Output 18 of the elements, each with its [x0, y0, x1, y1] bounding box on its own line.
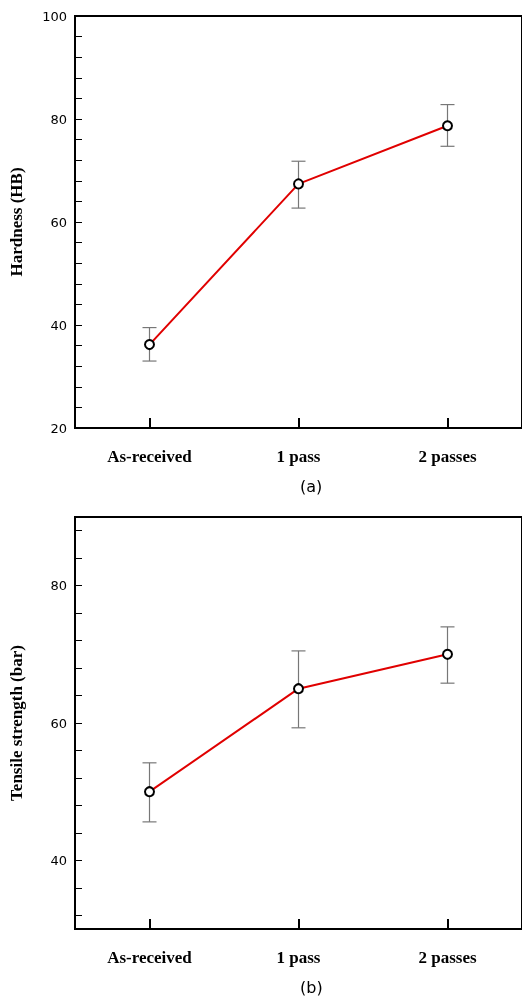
text: (b) [300, 977, 323, 997]
x-tick-label: 1 pass [276, 948, 321, 967]
y-axis-title: Tensile strength (bar) [7, 645, 26, 801]
y-tick-label: 60 [50, 214, 67, 230]
x-tick-label: As-received [107, 948, 193, 967]
y-tick-label: 80 [50, 111, 67, 127]
x-tick-label: 2 passes [418, 948, 477, 967]
y-tick-label: 40 [50, 317, 67, 333]
y-tick-label: 40 [50, 852, 67, 868]
y-tick-label: 20 [50, 420, 67, 436]
x-tick-label: 2 passes [418, 447, 477, 466]
y-tick-label: 60 [50, 715, 67, 731]
y-tick-label: 100 [42, 8, 67, 24]
x-tick-label: 1 pass [276, 447, 321, 466]
y-axis-title: Hardness (HB) [7, 167, 26, 277]
y-tick-label: 80 [50, 578, 67, 594]
text: (a) [300, 476, 323, 496]
x-tick-label: As-received [107, 447, 193, 466]
